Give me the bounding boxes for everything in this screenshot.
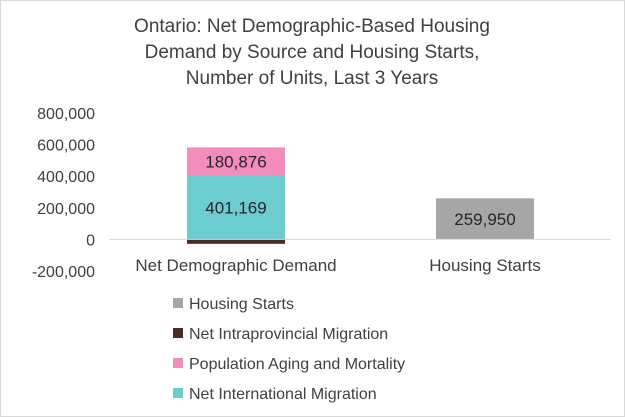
data-label: 401,169 xyxy=(205,199,266,218)
chart-title-line-3: Number of Units, Last 3 Years xyxy=(186,68,438,89)
legend-label: Housing Starts xyxy=(189,296,294,313)
y-tick-label: 600,000 xyxy=(37,138,95,155)
bars xyxy=(187,147,534,244)
x-category-label: Housing Starts xyxy=(429,256,541,275)
chart-title: Ontario: Net Demographic-Based Housing D… xyxy=(134,16,490,89)
legend-label: Net Intraprovincial Migration xyxy=(189,326,388,343)
data-label: 259,950 xyxy=(454,210,515,229)
legend-item: Net International Migration xyxy=(173,386,377,403)
chart-title-line-2: Demand by Source and Housing Starts, xyxy=(145,42,480,63)
bar-segment-housing-starts xyxy=(436,198,534,240)
legend: Housing Starts Net Intraprovincial Migrat… xyxy=(173,296,405,403)
legend-label: Net International Migration xyxy=(189,386,377,403)
x-axis: Net Demographic Demand Housing Starts xyxy=(109,238,611,275)
legend-swatch xyxy=(173,388,183,398)
legend-swatch xyxy=(173,328,183,338)
legend-item: Housing Starts xyxy=(173,296,294,313)
chart-title-line-1: Ontario: Net Demographic-Based Housing xyxy=(134,16,490,37)
x-category-label: Net Demographic Demand xyxy=(135,256,336,275)
legend-swatch xyxy=(173,358,183,368)
legend-item: Population Aging and Mortality xyxy=(173,356,405,373)
legend-swatch xyxy=(173,298,183,308)
data-labels: 401,169 180,876 259,950 xyxy=(205,153,515,229)
bar-segment-net-international-migration xyxy=(187,176,285,240)
bar-segment-population-aging-and-mortality xyxy=(187,147,285,177)
data-label: 180,876 xyxy=(205,153,266,172)
y-tick-label: -200,000 xyxy=(32,264,95,281)
y-tick-label: 0 xyxy=(86,232,95,249)
y-tick-label: 200,000 xyxy=(37,201,95,218)
legend-label: Population Aging and Mortality xyxy=(189,356,405,373)
y-tick-label: 400,000 xyxy=(37,169,95,186)
legend-item: Net Intraprovincial Migration xyxy=(173,326,388,343)
bar-segment-net-intraprovincial-migration xyxy=(187,239,285,244)
y-axis: 800,000 600,000 400,000 200,000 0 -200,000 xyxy=(32,106,95,281)
y-tick-label: 800,000 xyxy=(37,106,95,123)
